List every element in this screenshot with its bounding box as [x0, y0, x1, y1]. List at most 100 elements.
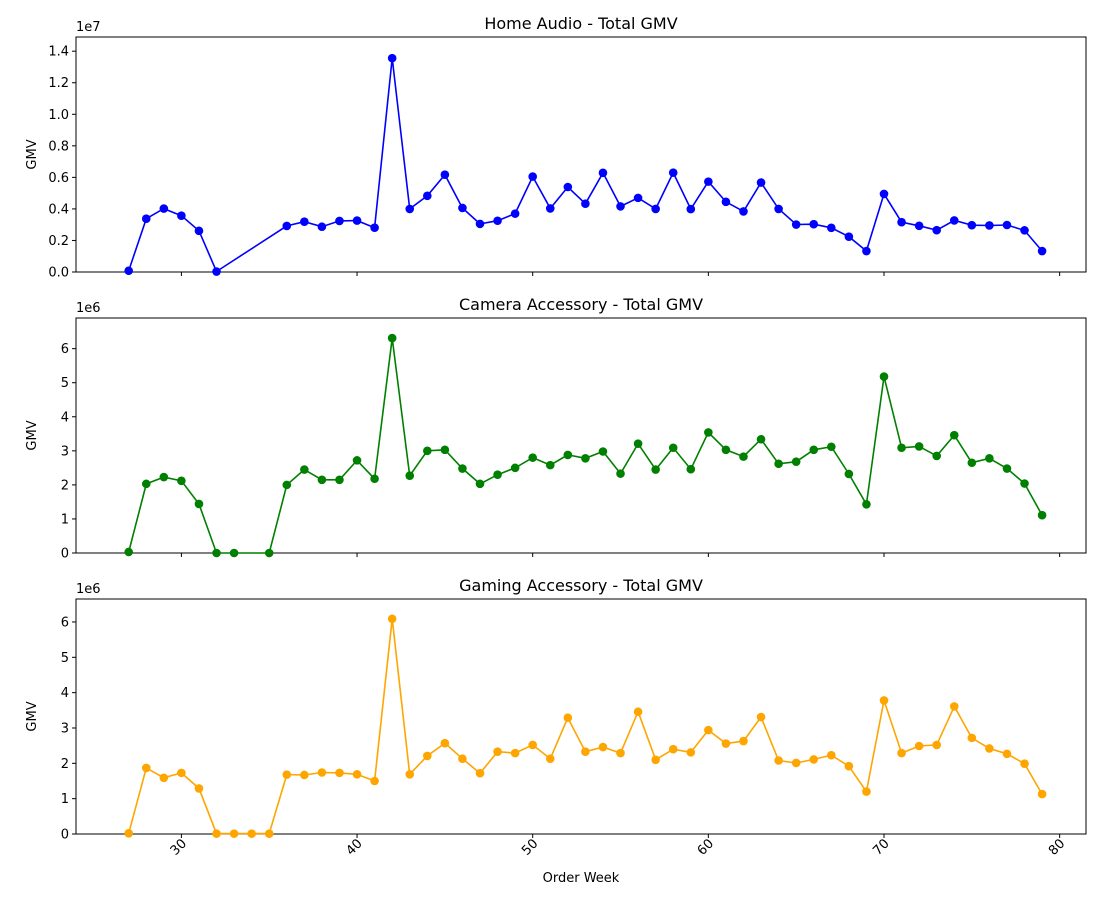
data-point: [563, 182, 573, 192]
data-point: [475, 219, 485, 229]
data-point: [141, 214, 151, 223]
data-point: [300, 770, 309, 780]
x-tick-label: 70: [870, 836, 892, 858]
data-point: [300, 465, 309, 474]
data-point: [528, 453, 537, 462]
data-point: [563, 713, 573, 723]
y-tick-label: 0.8: [48, 139, 69, 154]
data-point: [440, 170, 450, 179]
data-point: [721, 445, 731, 455]
data-point: [844, 232, 854, 241]
data-point: [212, 267, 221, 276]
data-point: [493, 747, 502, 756]
y-axis-label: GMV: [25, 139, 40, 169]
data-point: [352, 216, 362, 225]
y-tick-label: 4: [61, 410, 69, 425]
series-line: [127, 58, 1043, 273]
data-point: [1002, 220, 1012, 230]
data-point: [704, 428, 713, 437]
data-point: [791, 457, 801, 467]
data-point: [194, 784, 204, 793]
data-point: [423, 446, 432, 456]
chart-panel-3: 0 1 2 3 4 5 6 30 40 50 60 70 80 Gaming Accessory - To…: [25, 576, 1087, 886]
data-point: [581, 747, 590, 756]
data-point: [616, 469, 625, 478]
data-point: [335, 475, 344, 485]
y-tick-label: 0.2: [48, 234, 69, 249]
chart-title: Home Audio - Total GMV: [484, 14, 677, 33]
series-line: [127, 618, 1043, 835]
x-axis-label: Order Week: [543, 871, 620, 886]
data-point: [282, 221, 292, 231]
data-point: [985, 744, 994, 753]
data-point: [616, 748, 625, 758]
data-point: [704, 725, 713, 735]
data-point: [967, 220, 977, 230]
data-point: [1002, 749, 1012, 759]
y-tick-label: 1: [61, 792, 69, 807]
data-point: [668, 168, 678, 177]
data-point: [791, 220, 801, 229]
data-point: [370, 776, 379, 786]
data-point: [598, 168, 608, 178]
data-point: [317, 475, 327, 485]
data-point: [387, 614, 397, 624]
data-point: [159, 472, 169, 482]
data-point: [756, 178, 766, 187]
data-point: [721, 197, 731, 207]
data-point: [686, 748, 696, 757]
data-point: [370, 223, 379, 232]
y-tick-label: 6: [61, 615, 69, 630]
plot-frame: [75, 317, 1087, 554]
data-point: [159, 204, 169, 213]
data-point: [475, 479, 485, 489]
y-scale-offset: 1e6: [76, 301, 101, 316]
data-point: [141, 479, 151, 489]
data-point: [581, 454, 590, 463]
data-point: [633, 439, 643, 448]
y-tick-label: 2: [61, 478, 69, 493]
data-point: [897, 217, 906, 227]
y-tick-label: 3: [61, 444, 69, 459]
plot-frame: [75, 598, 1087, 835]
data-point: [264, 829, 274, 838]
y-tick-label: 0.0: [48, 266, 69, 281]
data-point: [1037, 246, 1047, 256]
data-point: [124, 547, 133, 557]
y-tick-label: 0: [61, 547, 69, 562]
data-point: [493, 216, 502, 226]
data-point: [159, 773, 169, 783]
data-point: [967, 733, 977, 743]
data-point: [1020, 226, 1029, 235]
data-point: [458, 203, 467, 213]
data-point: [335, 216, 344, 226]
data-point: [335, 768, 344, 778]
data-point: [352, 769, 362, 779]
data-point: [897, 443, 906, 453]
data-point: [809, 755, 819, 764]
data-point: [985, 454, 994, 463]
data-point: [545, 754, 555, 764]
data-point: [352, 456, 362, 465]
data-point: [809, 219, 819, 229]
data-point: [177, 211, 186, 220]
data-point: [317, 222, 327, 232]
data-point: [282, 480, 292, 490]
data-point: [423, 191, 432, 201]
chart-panel-1: 0.0 0.2 0.4 0.6 0.8 1.0 1.2 1.4 Home Audio - Tot…: [25, 14, 1087, 281]
data-point: [282, 770, 292, 779]
data-point: [177, 768, 186, 778]
data-point: [967, 458, 977, 468]
data-point: [212, 829, 221, 838]
data-point: [317, 768, 327, 777]
data-point: [739, 207, 748, 216]
data-point: [791, 758, 801, 768]
data-point: [879, 372, 889, 381]
data-point: [686, 464, 696, 474]
data-point: [1037, 789, 1047, 799]
y-tick-label: 1.0: [48, 108, 69, 123]
data-point: [475, 768, 485, 778]
x-tick-label: 80: [1046, 836, 1068, 858]
data-point: [914, 221, 924, 231]
